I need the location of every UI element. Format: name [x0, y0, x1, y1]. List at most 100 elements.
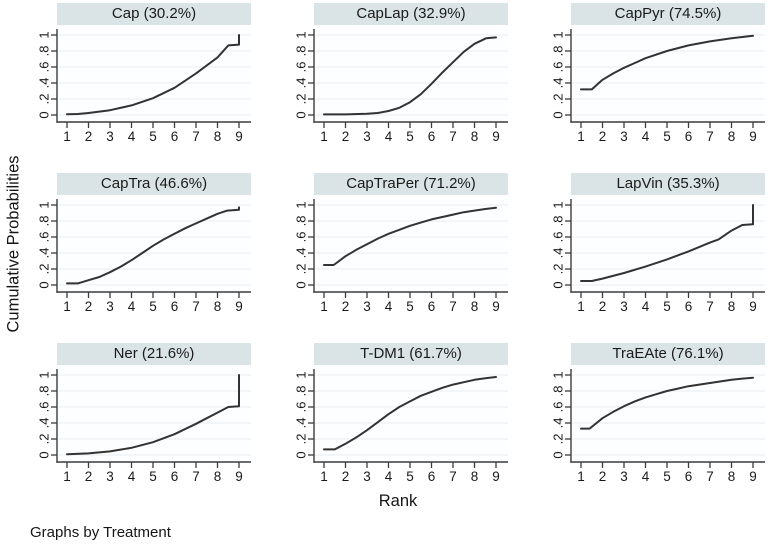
y-tick-label: .8 [551, 46, 566, 57]
y-tick-label: 0 [294, 451, 309, 458]
x-tick-label: 2 [85, 469, 93, 484]
y-tick-label: .8 [294, 216, 309, 227]
y-tick-label: 1 [551, 31, 566, 38]
y-tick-label: .6 [294, 402, 309, 413]
x-tick-label: 1 [577, 299, 585, 314]
y-tick-label: .6 [37, 402, 52, 413]
x-tick-label: 5 [406, 299, 414, 314]
x-tick-label: 8 [728, 129, 736, 144]
y-tick-label: 1 [294, 201, 309, 208]
x-tick-label: 6 [685, 469, 693, 484]
panel-title: LapVin (35.3%) [571, 173, 765, 195]
y-tick-label: .4 [551, 248, 566, 259]
y-tick-label: .6 [294, 232, 309, 243]
x-tick-label: 2 [599, 129, 607, 144]
y-tick-label: .8 [294, 46, 309, 57]
panel-plot: 0.2.4.6.811 2 3 4 5 6 7 8 9 [294, 367, 508, 484]
panel-title: Cap (30.2%) [57, 3, 251, 25]
y-tick-label: .4 [294, 78, 309, 89]
y-tick-label: .4 [551, 78, 566, 89]
y-tick-label: .2 [37, 434, 52, 445]
x-tick-label: 6 [428, 129, 436, 144]
y-tick-label: 1 [37, 371, 52, 378]
x-tick-label: 4 [385, 469, 393, 484]
y-tick-label: 0 [37, 281, 52, 288]
x-tick-label: 5 [663, 129, 671, 144]
cumulative-curve [66, 34, 240, 116]
x-tick-label: 1 [577, 129, 585, 144]
x-tick-label: 6 [428, 469, 436, 484]
cumulative-curve [323, 376, 497, 451]
panel-title: TraEAte (76.1%) [571, 343, 765, 365]
x-tick-label: 2 [85, 129, 93, 144]
y-tick-label: .2 [294, 94, 309, 105]
x-tick-label: 9 [235, 469, 243, 484]
x-tick-label: 3 [106, 469, 114, 484]
x-axis-label: Rank [378, 492, 418, 510]
x-tick-label: 8 [471, 129, 479, 144]
chart-panel: Cap (30.2%) 0.2.4.6.8 1 1 2 3 4 5 6 7 8 9 [31, 3, 251, 146]
x-tick-label: 6 [171, 299, 179, 314]
x-tick-label: 5 [149, 299, 157, 314]
y-tick-label: 1 [294, 371, 309, 378]
panel-plot: 0.2.4.6.811 2 3 4 5 6 7 8 9 [294, 27, 508, 144]
x-tick-label: 8 [214, 469, 222, 484]
x-tick-label: 6 [171, 469, 179, 484]
cumulative-curve [580, 34, 754, 91]
x-tick-label: 4 [642, 129, 650, 144]
x-tick-label: 3 [620, 469, 628, 484]
x-tick-label: 2 [599, 469, 607, 484]
plot-area [57, 367, 251, 462]
x-tick-label: 4 [642, 299, 650, 314]
x-tick-label: 6 [171, 129, 179, 144]
x-tick-label: 5 [406, 469, 414, 484]
y-tick-label: .6 [37, 62, 52, 73]
x-tick-label: 3 [363, 299, 371, 314]
x-tick-label: 8 [471, 469, 479, 484]
x-tick-label: 7 [449, 129, 457, 144]
y-tick-label: 1 [551, 371, 566, 378]
x-tick-label: 8 [471, 299, 479, 314]
plot-area [571, 197, 765, 292]
y-tick-label: .4 [294, 418, 309, 429]
cumulative-curve [66, 206, 240, 285]
chart-panel: Ner (21.6%) 0.2.4.6.8 1 1 2 3 4 5 6 7 8 9 [31, 343, 251, 486]
x-tick-label: 2 [599, 299, 607, 314]
y-tick-label: .4 [294, 248, 309, 259]
x-tick-label: 4 [642, 469, 650, 484]
x-tick-label: 6 [685, 129, 693, 144]
x-tick-label: 3 [106, 299, 114, 314]
x-tick-label: 9 [492, 469, 500, 484]
y-tick-label: .2 [37, 94, 52, 105]
x-tick-label: 9 [492, 299, 500, 314]
x-tick-label: 2 [85, 299, 93, 314]
cumulative-curve [66, 374, 240, 456]
x-tick-label: 3 [620, 299, 628, 314]
y-tick-label: .2 [294, 434, 309, 445]
y-tick-label: .8 [551, 386, 566, 397]
y-tick-label: .2 [294, 264, 309, 275]
x-tick-label: 7 [192, 469, 200, 484]
chart-panel: CapPyr (74.5%) 0.2.4.6.8 1 1 2 3 4 5 6 7 8 9 [545, 3, 765, 146]
x-tick-label: 5 [149, 129, 157, 144]
x-tick-label: 5 [406, 129, 414, 144]
x-tick-label: 4 [128, 299, 136, 314]
x-tick-label: 4 [385, 299, 393, 314]
y-tick-label: 0 [551, 451, 566, 458]
y-tick-label: 1 [551, 201, 566, 208]
x-tick-label: 1 [320, 129, 328, 144]
plot-area [314, 197, 508, 292]
x-tick-label: 9 [235, 299, 243, 314]
panel-plot: 0.2.4.6.811 2 3 4 5 6 7 8 9 [551, 367, 765, 484]
cumulative-curve [580, 376, 754, 430]
y-tick-label: .4 [551, 418, 566, 429]
x-tick-label: 9 [749, 299, 757, 314]
y-tick-label: .4 [37, 418, 52, 429]
panels-grid: Cap (30.2%) 0.2.4.6.8 1 1 2 3 4 5 6 7 8 9 CapLap (32… [31, 3, 765, 486]
x-tick-label: 6 [428, 299, 436, 314]
panel-plot: 0.2.4.6.811 2 3 4 5 6 7 8 9 [551, 27, 765, 144]
y-tick-label: .2 [551, 264, 566, 275]
y-tick-label: .8 [551, 216, 566, 227]
y-tick-label: 1 [294, 31, 309, 38]
y-tick-label: .6 [37, 232, 52, 243]
